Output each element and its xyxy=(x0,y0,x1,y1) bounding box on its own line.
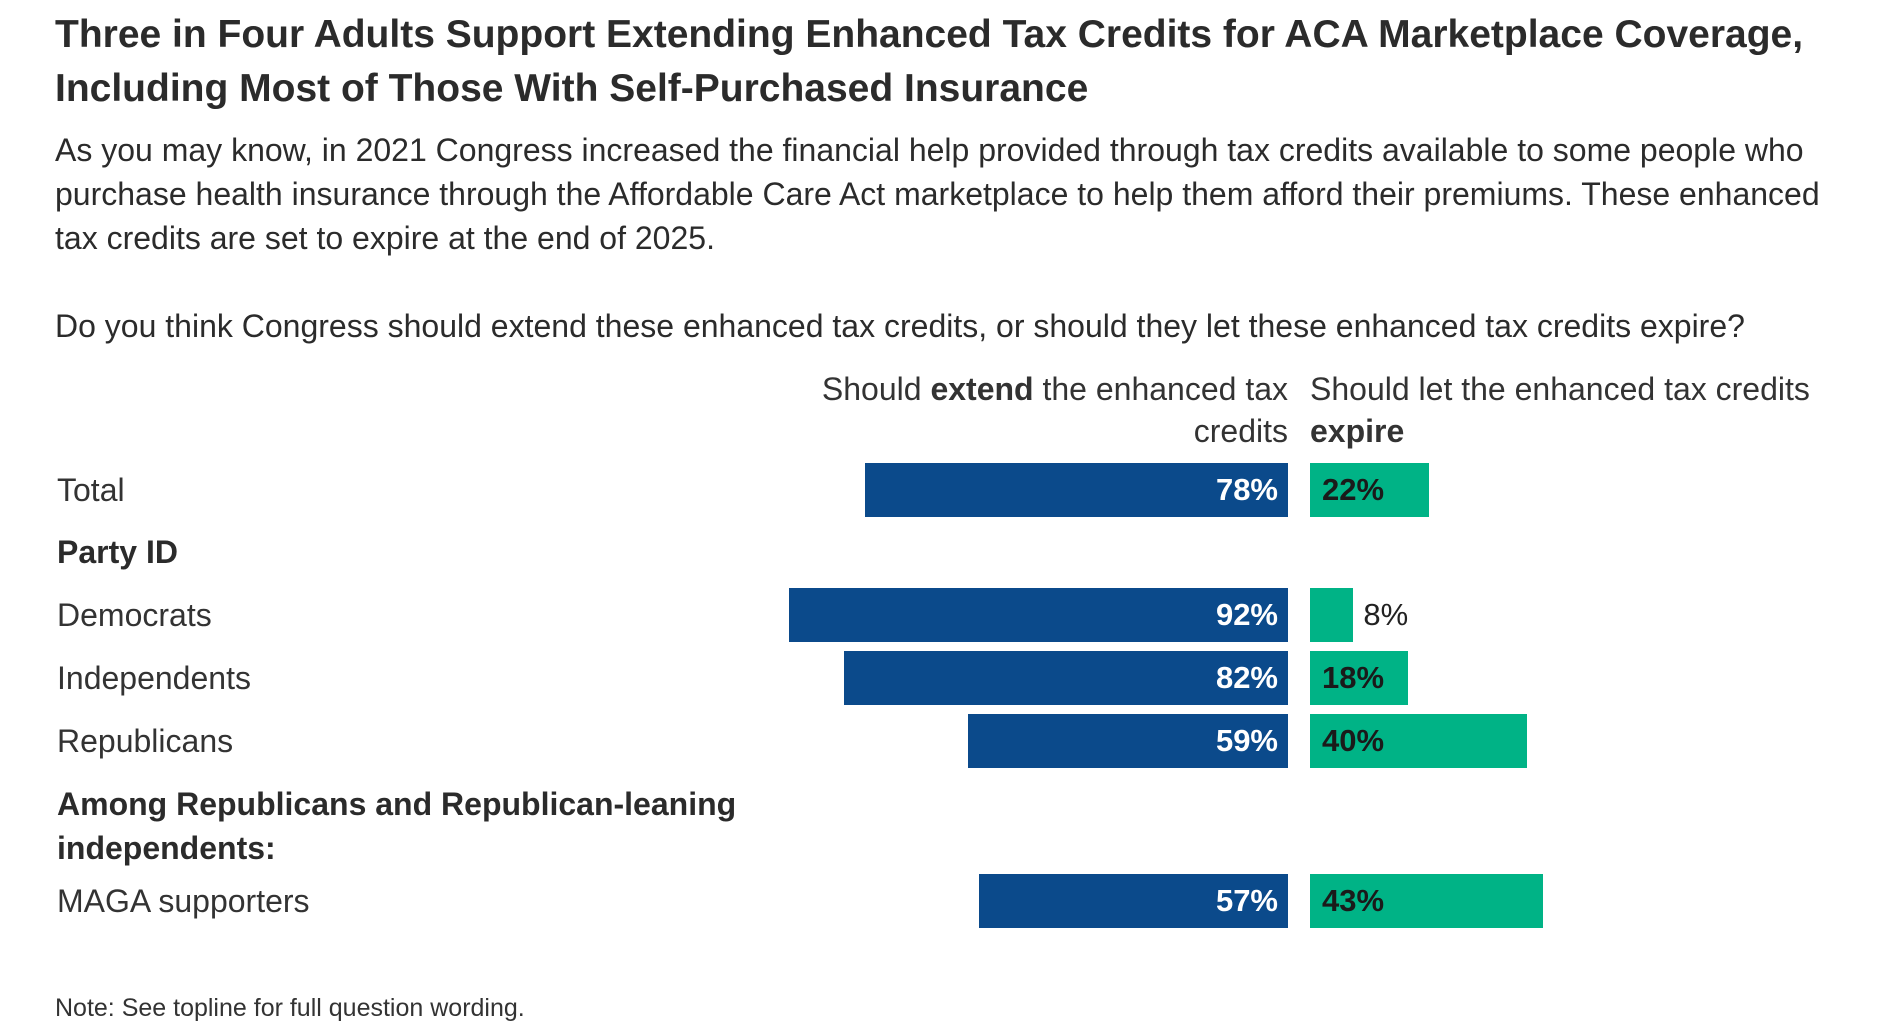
extend-header-pre: Should xyxy=(821,371,931,407)
row-label-total: Total xyxy=(57,472,125,508)
expire-header-bold: expire xyxy=(1310,413,1405,449)
expire-bar-democrats xyxy=(1310,588,1354,642)
extend-value-democrats: 92% xyxy=(1215,597,1278,632)
extend-value-maga-supporters: 57% xyxy=(1215,883,1278,918)
extend-header-bold: extend xyxy=(930,371,1034,407)
survey-question: Do you think Congress should extend thes… xyxy=(55,308,1745,344)
expire-bar-maga-supporters xyxy=(1310,874,1544,928)
extend-column-header: Should extend the enhanced tax credits xyxy=(768,368,1288,452)
chart-title: Three in Four Adults Support Extending E… xyxy=(55,13,1804,110)
expire-value-total: 22% xyxy=(1322,472,1385,507)
extend-bar-maga-supporters xyxy=(979,874,1288,928)
expire-value-independents: 18% xyxy=(1322,660,1385,695)
expire-bar-republicans xyxy=(1310,714,1527,768)
extend-value-independents: 82% xyxy=(1215,660,1278,695)
extend-bar-republicans xyxy=(968,714,1288,768)
expire-header-pre: Should let the enhanced tax credits xyxy=(1310,371,1810,407)
row-label-maga-supporters: MAGA supporters xyxy=(57,883,310,919)
group-label-among-republicans-and-republican-leaning-independents: Among Republicans and Republican-leaning… xyxy=(57,786,737,866)
expire-value-republicans: 40% xyxy=(1322,723,1385,758)
row-label-democrats: Democrats xyxy=(57,597,212,633)
extend-value-total: 78% xyxy=(1215,472,1278,507)
expire-column-header: Should let the enhanced tax credits expi… xyxy=(1310,368,1870,452)
extend-bar-total xyxy=(865,463,1288,517)
extend-bar-democrats xyxy=(789,588,1288,642)
extend-value-republicans: 59% xyxy=(1215,723,1278,758)
chart-note: Note: See topline for full question word… xyxy=(55,994,525,1022)
expire-bar-total xyxy=(1310,463,1430,517)
expire-value-maga-supporters: 43% xyxy=(1322,883,1385,918)
expire-value-democrats: 8% xyxy=(1363,597,1409,632)
row-label-independents: Independents xyxy=(57,660,251,696)
expire-bar-independents xyxy=(1310,651,1408,705)
row-label-republicans: Republicans xyxy=(57,723,234,759)
extend-header-post: the enhanced tax credits xyxy=(1033,371,1288,449)
extend-bar-independents xyxy=(843,651,1288,705)
chart-subtitle: As you may know, in 2021 Congress increa… xyxy=(55,132,1820,256)
group-label-party-id: Party ID xyxy=(57,534,178,570)
